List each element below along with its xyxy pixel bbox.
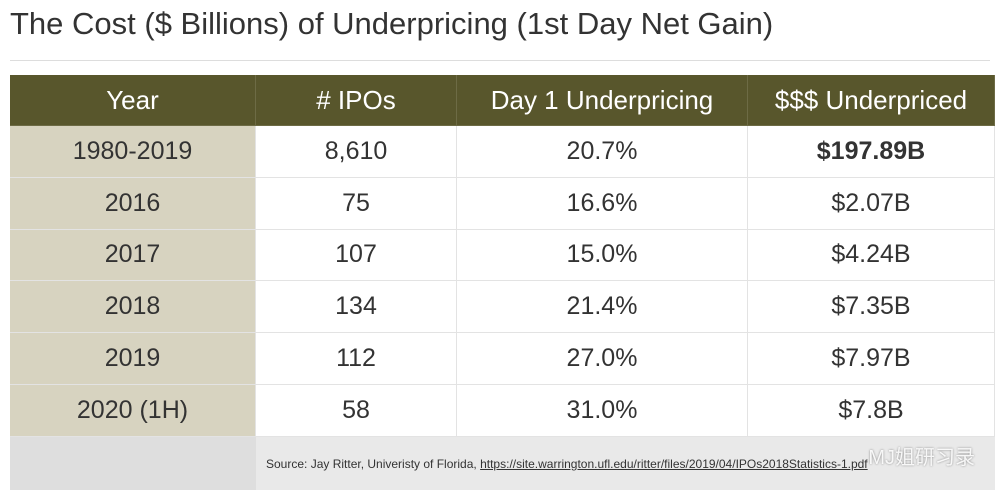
header-cell: Year (10, 75, 256, 126)
header-cell: Day 1 Underpricing (457, 75, 748, 126)
source: Source: Jay Ritter, Univeristy of Florid… (266, 457, 868, 471)
row-label: 2020 (1H) (10, 385, 256, 437)
table-cell: $7.35B (748, 281, 995, 334)
row-label: 2016 (10, 177, 256, 230)
table: Source: Jay Ritter, Univeristy of Florid… (10, 75, 995, 490)
table-cell: 31.0% (457, 385, 748, 437)
row-label: 2017 (10, 229, 256, 282)
table-cell: 20.7% (457, 126, 748, 178)
header-cell: # IPOs (256, 75, 457, 126)
title: The Cost ($ Billions) of Underpricing (1… (10, 6, 774, 41)
table-cell: 134 (256, 281, 457, 334)
table-footer: Source: Jay Ritter, Univeristy of Florid… (10, 437, 995, 490)
table-cell: 27.0% (457, 333, 748, 385)
row-label: 2018 (10, 281, 256, 334)
table-cell: $7.97B (748, 333, 995, 385)
footer-spacer (10, 437, 256, 490)
row-label: 1980-2019 (10, 126, 256, 178)
table-cell: $2.07B (748, 177, 995, 230)
table-cell: 107 (256, 229, 457, 282)
table-cell: 8,610 (256, 126, 457, 178)
table-cell: $197.89B (748, 126, 995, 178)
table-cell: 21.4% (457, 281, 748, 334)
table-cell: 58 (256, 385, 457, 437)
source-text: Source: Jay Ritter, Univeristy of Florid… (266, 457, 477, 471)
table-cell: 16.6% (457, 177, 748, 230)
table-cell: $4.24B (748, 229, 995, 282)
source-link[interactable]: https://site.warrington.ufl.edu/ritter/f… (480, 457, 868, 471)
table-cell: 15.0% (457, 229, 748, 282)
header-cell: $$$ Underpriced (748, 75, 995, 126)
watermark: MJ姐研习录 (868, 447, 975, 469)
table-cell: 75 (256, 177, 457, 230)
table-cell: 112 (256, 333, 457, 385)
row-label: 2019 (10, 333, 256, 385)
divider (10, 60, 990, 61)
table-cell: $7.8B (748, 385, 995, 437)
